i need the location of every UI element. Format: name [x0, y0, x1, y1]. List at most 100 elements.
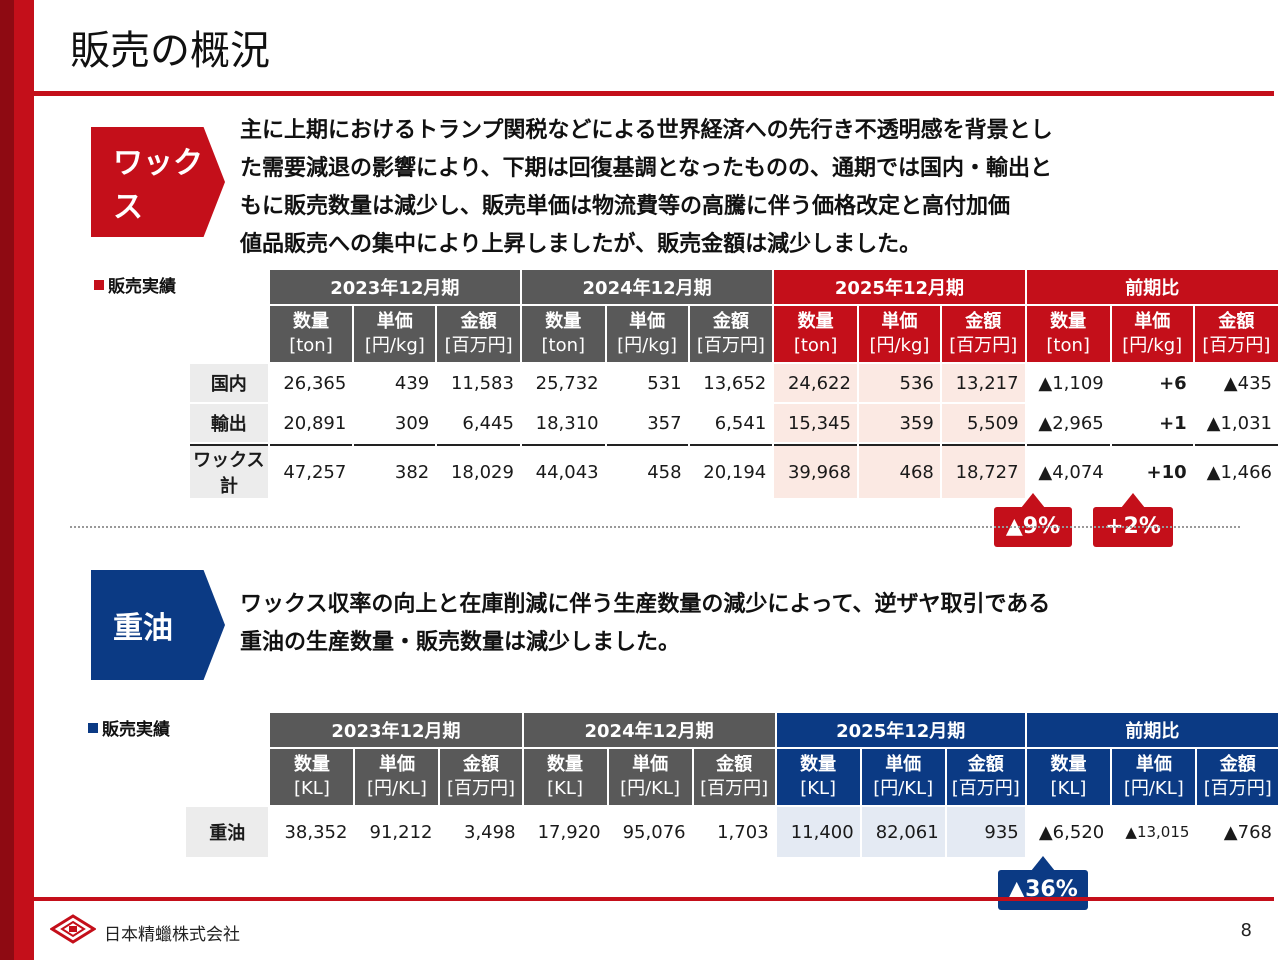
table-cell: 38,352: [284, 821, 348, 843]
col-header-yoy-0: 数量 [ton]: [1026, 306, 1110, 362]
col-unit: [KL]: [293, 778, 330, 799]
col-name: 数量: [545, 311, 582, 332]
period-2025: 2025年12月期: [776, 713, 1025, 747]
table-cell: 47,257: [269, 444, 353, 498]
col-name: 単価: [881, 311, 918, 332]
col-header-2024-2: 金額 [百万円]: [693, 749, 775, 805]
col-name: 数量: [797, 311, 834, 332]
col-unit: [ton]: [541, 335, 586, 356]
col-name: 単価: [632, 754, 669, 775]
row-label: 輸出: [190, 404, 268, 442]
col-header-2024-1: 単価 [円/kg]: [606, 306, 688, 362]
table-cell: ▲768: [1223, 821, 1272, 843]
footer-divider: [34, 897, 1274, 901]
table-row: 国内 26,365 439 11,583 25,732 531 13,652 24,622 53…: [190, 364, 1278, 402]
period-header-row: 2023年12月期 2024年12月期 2025年12月期 前期比: [190, 270, 1278, 304]
blue-square-icon: [88, 723, 98, 733]
col-unit: [百万円]: [696, 335, 765, 356]
oil-table-label: 販売実績: [88, 715, 170, 740]
table-cell: 18,310: [535, 412, 599, 434]
col-name: 数量: [1050, 754, 1087, 775]
col-unit: [円/kg]: [617, 335, 678, 356]
col-name: 数量: [293, 754, 330, 775]
table-cell: ▲1,109: [1038, 372, 1104, 394]
col-name: 金額: [716, 754, 753, 775]
red-square-icon: [94, 280, 104, 290]
col-header-yoy-2: 金額 [百万円]: [1197, 749, 1278, 805]
company-name: 日本精蠟株式会社: [104, 925, 240, 945]
col-header-2025-0: 数量 [KL]: [776, 749, 860, 805]
col-name: 数量: [292, 311, 329, 332]
col-header-yoy-0: 数量 [KL]: [1026, 749, 1111, 805]
col-name: 単価: [1135, 754, 1172, 775]
col-header-2023-0: 数量 [ton]: [269, 306, 353, 362]
table-cell: 536: [858, 364, 940, 402]
col-unit: [円/KL]: [1123, 778, 1184, 799]
row-label: ワックス計: [190, 444, 268, 498]
table-cell: ▲1,031: [1206, 412, 1272, 434]
table-cell: 382: [354, 444, 436, 498]
col-unit: [百万円]: [951, 778, 1020, 799]
table-cell: 359: [858, 404, 940, 442]
col-name: 金額: [1218, 311, 1255, 332]
table-cell: 17,920: [537, 821, 601, 843]
table-cell: ▲13,015: [1125, 823, 1190, 841]
table-cell: 20,194: [689, 444, 773, 498]
col-name: 数量: [547, 754, 584, 775]
col-header-2025-1: 単価 [円/kg]: [858, 306, 940, 362]
table-cell: 935: [946, 807, 1025, 857]
col-unit: [百万円]: [444, 335, 513, 356]
table-cell: +10: [1111, 444, 1193, 498]
wax-sales-table: 2023年12月期 2024年12月期 2025年12月期 前期比 数量 [ton…: [188, 268, 1280, 500]
col-header-2024-0: 数量 [ton]: [521, 306, 605, 362]
col-name: 単価: [1134, 311, 1171, 332]
table-cell: 39,968: [774, 444, 857, 498]
table-cell: 11,400: [776, 807, 860, 857]
table-cell: 309: [394, 412, 430, 434]
col-name: 単価: [378, 754, 415, 775]
col-name: 金額: [460, 311, 497, 332]
col-unit: [KL]: [547, 778, 583, 799]
table-cell: 24,622: [774, 364, 857, 402]
table-cell: 1,703: [717, 821, 769, 843]
table-cell: ▲6,520: [1038, 821, 1105, 843]
period-2023: 2023年12月期: [269, 270, 520, 304]
col-header-2023-2: 金額 [百万円]: [437, 306, 520, 362]
table-cell: 44,043: [521, 444, 605, 498]
col-header-yoy-1: 単価 [円/kg]: [1111, 306, 1193, 362]
table-cell: 15,345: [774, 404, 857, 442]
oil-line-2: 重油の生産数量・販売数量は減少しました。: [240, 630, 681, 655]
table-cell: 11,583: [450, 372, 514, 394]
col-unit: [KL]: [800, 778, 837, 799]
left-accent-bar: [0, 0, 34, 960]
col-header-2025-2: 金額 [百万円]: [946, 749, 1025, 805]
table-cell: 91,212: [369, 821, 433, 843]
oil-line-1: ワックス収率の向上と在庫削減に伴う生産数量の減少によって、逆ザヤ取引である: [240, 592, 1051, 617]
table-cell: 26,365: [283, 372, 347, 394]
period-yoy: 前期比: [1026, 713, 1278, 747]
wax-line-2: た需要減退の影響により、下期は回復基調となったものの、通期では国内・輸出と: [240, 156, 1053, 181]
col-unit: [円/kg]: [869, 335, 930, 356]
col-header-2024-1: 単価 [円/KL]: [608, 749, 692, 805]
row-label: 重油: [186, 807, 269, 857]
col-name: 金額: [965, 311, 1002, 332]
col-name: 単価: [629, 311, 666, 332]
table-cell: 25,732: [535, 372, 599, 394]
column-header-row: 数量 [ton] 単価 [円/kg] 金額 [百万円] 数量 [ton] 単価 [円/kg] 金額 […: [190, 306, 1278, 362]
table-cell: ▲435: [1223, 372, 1272, 394]
period-yoy: 前期比: [1026, 270, 1278, 304]
col-unit: [ton]: [289, 335, 333, 356]
col-header-yoy-2: 金額 [百万円]: [1194, 306, 1278, 362]
col-header-2023-1: 単価 [円/kg]: [354, 306, 436, 362]
row-label: 国内: [190, 364, 268, 402]
col-name: 金額: [967, 754, 1004, 775]
page-number: 8: [1240, 920, 1252, 941]
wax-description: 主に上期におけるトランプ関税などによる世界経済への先行き不透明感を背景とし た需…: [240, 112, 1200, 264]
col-header-yoy-1: 単価 [円/KL]: [1112, 749, 1196, 805]
oil-volume-change-callout: ▲36%: [998, 856, 1088, 910]
wax-line-3: もに販売数量は減少し、販売単価は物流費等の高騰に伴う価格改定と高付加価: [240, 194, 1011, 219]
col-header-2024-2: 金額 [百万円]: [689, 306, 773, 362]
col-header-2023-2: 金額 [百万円]: [440, 749, 522, 805]
company-logo-icon: [50, 914, 96, 944]
col-unit: [百万円]: [1202, 335, 1271, 356]
